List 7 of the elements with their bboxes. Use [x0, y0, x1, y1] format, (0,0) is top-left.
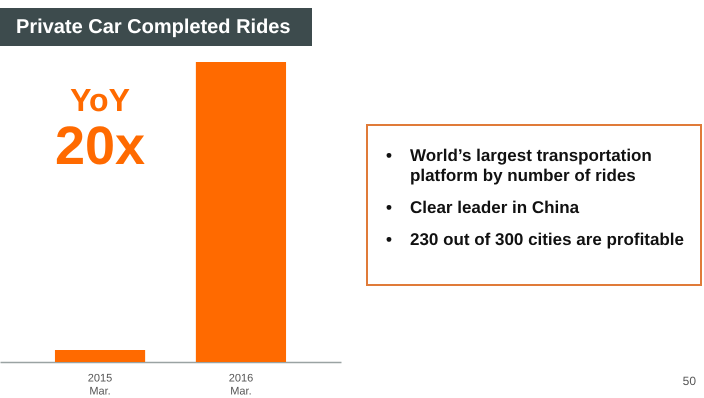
x-tick-label: 2016 Mar. — [228, 372, 254, 398]
text: 50 — [682, 374, 696, 388]
x-tick-label: 2015 Mar. — [88, 372, 112, 398]
chart-title: Private Car Completed Rides — [0, 8, 312, 46]
text: • Clear leader in China — [386, 198, 580, 218]
text: • World’s largest transportation platform by number of rides — [386, 146, 653, 186]
text: • 230 out of 300 cities are profitable — [386, 230, 684, 250]
